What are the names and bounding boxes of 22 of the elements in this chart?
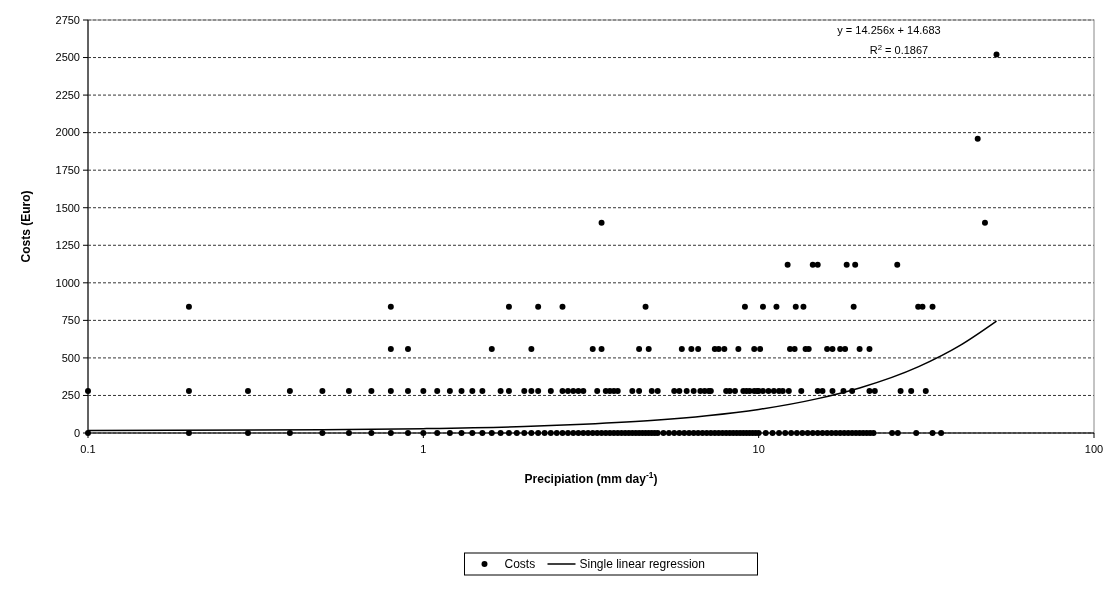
annotation: y = 14.256x + 14.683 [837, 24, 941, 36]
y-tick-label: 750 [61, 314, 80, 327]
annotation: R$^{2}$ = 0.1867 [869, 42, 929, 56]
y-tick-label: 500 [61, 351, 80, 364]
y-tick-label: 2000 [55, 126, 80, 139]
x-tick-label: 1 [420, 443, 427, 455]
legend-label: Costs [504, 557, 536, 572]
y-tick-label: 2500 [55, 51, 80, 64]
y-axis-title: Costs (Euro) [19, 190, 33, 263]
x-tick-label: 0.1 [80, 443, 96, 455]
y-tick-label: 250 [61, 389, 80, 402]
y-tick-label: 1000 [55, 276, 80, 289]
y-tick-label: 1500 [55, 201, 80, 214]
y-tick-label: 2750 [55, 13, 80, 26]
legend-label: Single linear regression [579, 557, 705, 572]
y-tick-label: 2250 [55, 88, 80, 101]
y-tick-label: 1250 [55, 239, 80, 252]
y-tick-label: 1750 [55, 164, 80, 177]
y-tick-label: 0 [73, 426, 80, 439]
x-axis-title: Precipiation (mm day$^{-1}$) [524, 470, 658, 486]
x-tick-label: 10 [752, 443, 765, 455]
x-tick-label: 100 [1084, 443, 1104, 455]
